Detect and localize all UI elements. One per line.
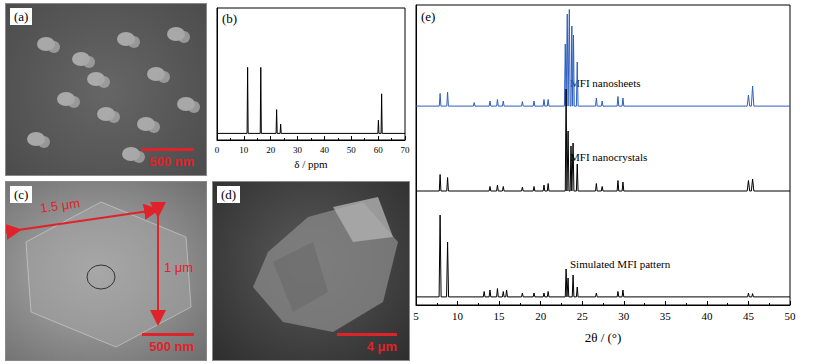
svg-text:10: 10 (452, 310, 464, 322)
html-text:(a): (a) (14, 9, 29, 24)
svg-text:50: 50 (347, 145, 357, 155)
html-text:1.5 μm: 1.5 μm (39, 195, 81, 216)
html-text:(c): (c) (14, 187, 29, 202)
html-text:1 μm: 1 μm (164, 260, 194, 275)
svg-text:40: 40 (320, 145, 330, 155)
svg-text:MFI nanosheets: MFI nanosheets (570, 77, 641, 89)
svg-text:30: 30 (618, 310, 630, 322)
svg-text:30: 30 (293, 145, 303, 155)
svg-text:70: 70 (401, 145, 411, 155)
svg-text:45: 45 (743, 310, 755, 322)
svg-text:0: 0 (215, 145, 220, 155)
svg-text:20: 20 (535, 310, 547, 322)
html-text:4 μm: 4 μm (366, 339, 397, 354)
svg-text:MFI nanocrystals: MFI nanocrystals (570, 151, 647, 163)
html-text:500 nm: 500 nm (149, 154, 194, 169)
svg-text:(b): (b) (222, 11, 237, 26)
svg-text:10: 10 (239, 145, 249, 155)
html-text:500 nm: 500 nm (149, 339, 194, 354)
svg-text:60: 60 (374, 145, 384, 155)
svg-text:20: 20 (266, 145, 276, 155)
svg-text:5: 5 (413, 310, 419, 322)
html-text:(d): (d) (221, 187, 237, 202)
svg-text:35: 35 (660, 310, 672, 322)
svg-text:Simulated MFI pattern: Simulated MFI pattern (570, 258, 671, 270)
svg-text:δ / ppm: δ / ppm (294, 158, 328, 170)
svg-text:25: 25 (577, 310, 589, 322)
svg-text:(e): (e) (421, 9, 435, 24)
svg-text:40: 40 (701, 310, 713, 322)
svg-text:2θ / (°): 2θ / (°) (585, 330, 622, 345)
svg-text:50: 50 (785, 310, 797, 322)
svg-text:15: 15 (494, 310, 506, 322)
